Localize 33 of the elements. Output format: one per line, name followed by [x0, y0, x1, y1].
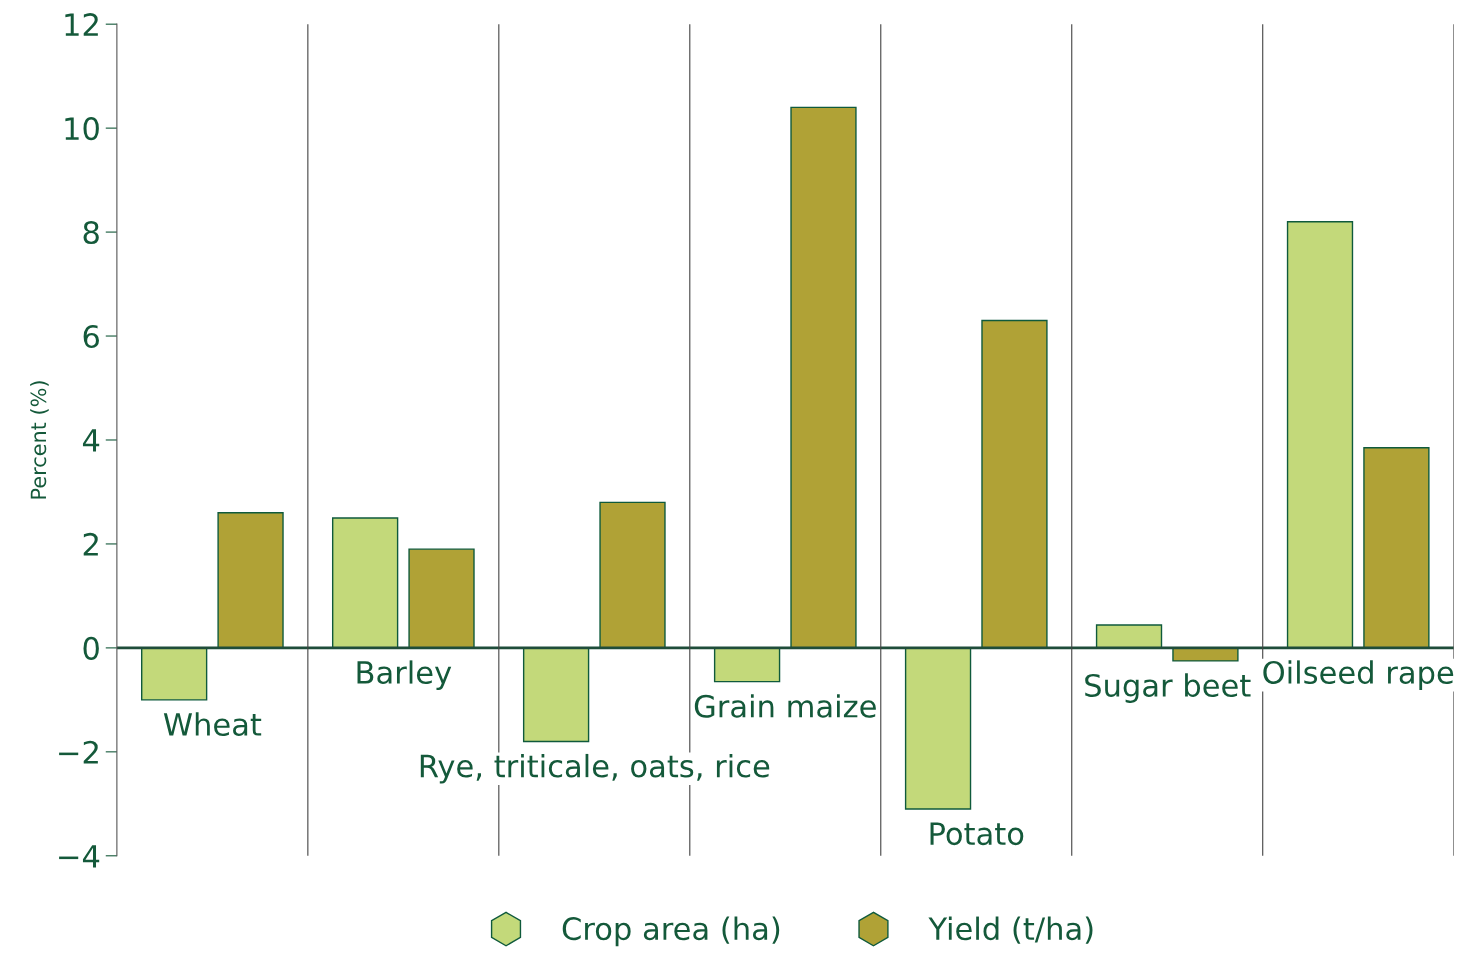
bar: [1363, 447, 1430, 649]
x-tick-label: Potato: [930, 822, 1024, 846]
y-tick-label: 12: [65, 13, 98, 36]
y-tick-label: 0: [83, 636, 99, 660]
bar: [331, 517, 399, 649]
bar: [599, 501, 666, 649]
legend-label: Crop area (ha): [562, 916, 780, 947]
bar: [1095, 624, 1163, 649]
x-tick-label: Barley: [357, 660, 452, 690]
bar: [790, 106, 857, 649]
bar: [981, 319, 1048, 649]
bar: [141, 647, 208, 701]
y-axis-title: Percent (%): [30, 381, 49, 499]
bar: [713, 647, 781, 683]
y-tick-label: 10: [65, 117, 99, 141]
x-tick-label: Sugar beet: [1085, 673, 1251, 703]
y-tick-label: −2: [59, 740, 98, 764]
y-tick-label: 4: [82, 429, 100, 452]
x-tick-label: Wheat: [163, 712, 262, 736]
y-tick-label: 8: [83, 221, 99, 245]
y-tick-label: 2: [83, 532, 98, 556]
x-tick-label: Oilseed rape: [1263, 660, 1454, 690]
y-tick-label: −4: [59, 845, 100, 868]
bar: [904, 647, 972, 810]
x-tick-label: Rye, triticale, oats, rice: [420, 753, 770, 784]
bar: [522, 647, 590, 743]
bar: [217, 512, 284, 649]
bar: [408, 548, 475, 649]
bar: [1172, 647, 1239, 662]
legend-label: Yield (t/ha): [928, 916, 1093, 944]
bar: [1286, 220, 1354, 649]
x-tick-label: Grain maize: [694, 694, 876, 718]
y-tick-label: 6: [83, 324, 99, 349]
